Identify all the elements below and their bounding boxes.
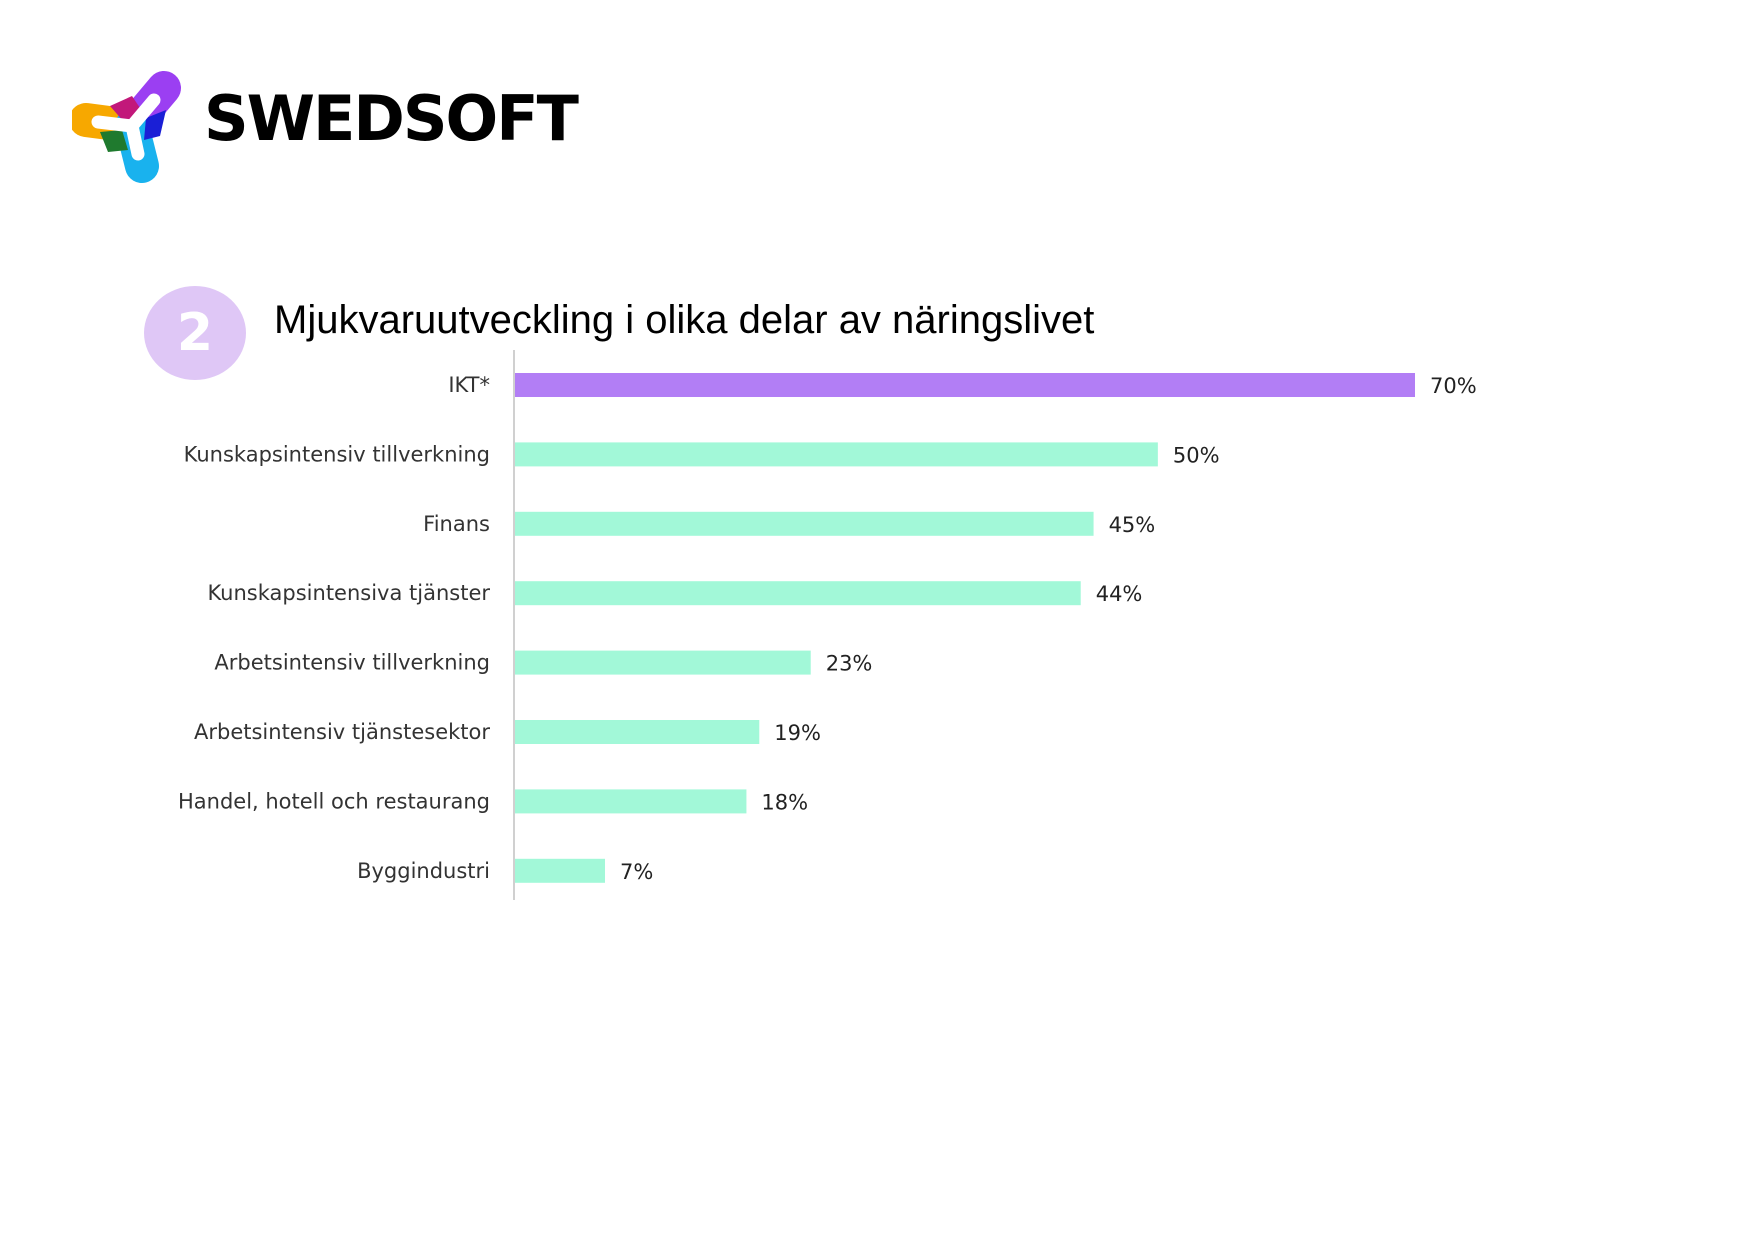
bar-3 xyxy=(515,581,1081,606)
value-label-7: 7% xyxy=(620,860,653,884)
value-label-5: 19% xyxy=(774,721,821,745)
bar-1 xyxy=(515,442,1158,467)
bar-7 xyxy=(515,858,605,883)
category-label-0: IKT* xyxy=(448,373,490,397)
category-label-4: Arbetsintensiv tillverkning xyxy=(214,651,490,675)
category-label-3: Kunskapsintensiva tjänster xyxy=(207,581,490,605)
bar-5 xyxy=(515,720,760,744)
value-label-2: 45% xyxy=(1109,513,1156,537)
category-label-5: Arbetsintensiv tjänstesektor xyxy=(194,720,490,744)
bar-6 xyxy=(515,789,747,814)
category-label-2: Finans xyxy=(423,512,490,536)
swedsoft-logo-icon xyxy=(72,71,181,183)
value-label-4: 23% xyxy=(826,652,873,676)
value-label-3: 44% xyxy=(1096,582,1143,606)
section-number-badge: 2 xyxy=(144,286,246,380)
chart-title: Mjukvaruutveckling i olika delar av näri… xyxy=(274,298,1095,342)
value-label-0: 70% xyxy=(1430,374,1477,398)
category-label-7: Byggindustri xyxy=(357,859,490,883)
section-number: 2 xyxy=(176,303,214,363)
value-label-6: 18% xyxy=(761,790,808,814)
value-label-1: 50% xyxy=(1173,443,1220,467)
brand-name: SWEDSOFT xyxy=(204,82,579,155)
bar-4 xyxy=(515,650,811,675)
bar-0 xyxy=(515,373,1415,397)
bars-group: IKT* 70% Kunskapsintensiv tillverkning 50% F… xyxy=(178,373,1477,884)
bar-2 xyxy=(515,511,1094,536)
category-label-1: Kunskapsintensiv tillverkning xyxy=(184,442,490,466)
category-label-6: Handel, hotell och restaurang xyxy=(178,789,490,813)
